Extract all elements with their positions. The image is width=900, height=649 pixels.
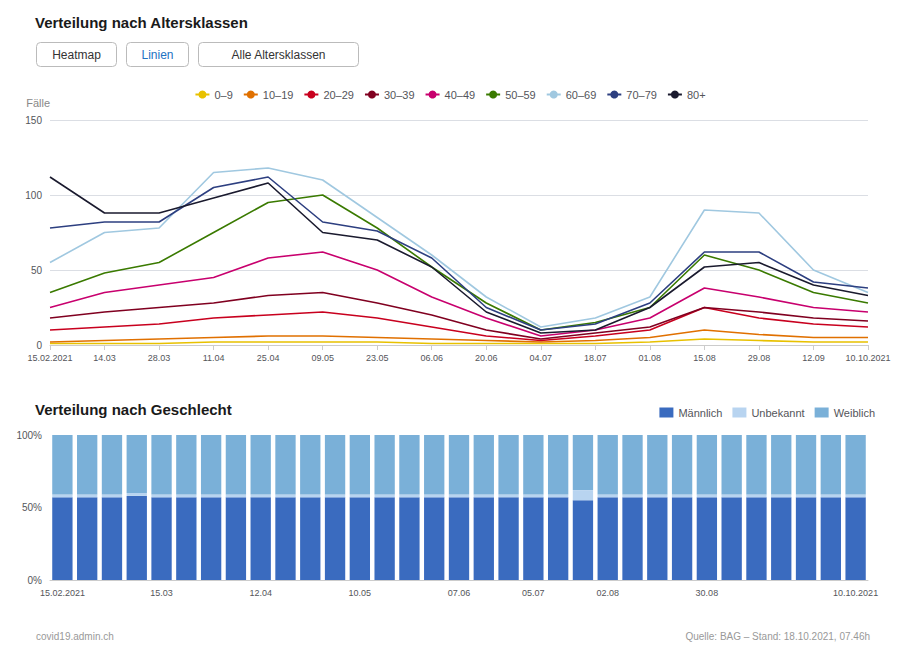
svg-text:04.07: 04.07 bbox=[530, 353, 553, 363]
svg-text:0–9: 0–9 bbox=[214, 89, 232, 101]
svg-text:09.05: 09.05 bbox=[311, 353, 334, 363]
svg-text:07.06: 07.06 bbox=[448, 588, 471, 598]
svg-text:10.10.2021: 10.10.2021 bbox=[833, 588, 878, 598]
svg-text:06.06: 06.06 bbox=[420, 353, 443, 363]
svg-text:Verteilung nach Altersklassen: Verteilung nach Altersklassen bbox=[35, 14, 248, 31]
svg-text:150: 150 bbox=[25, 115, 42, 126]
svg-text:Alle Altersklassen: Alle Altersklassen bbox=[231, 48, 325, 62]
svg-text:0%: 0% bbox=[28, 575, 43, 586]
svg-text:20.06: 20.06 bbox=[475, 353, 498, 363]
svg-text:Weiblich: Weiblich bbox=[834, 407, 875, 419]
svg-text:15.03: 15.03 bbox=[150, 588, 173, 598]
svg-text:Quelle: BAG – Stand: 18.10.202: Quelle: BAG – Stand: 18.10.2021, 07.46h bbox=[685, 631, 870, 642]
svg-text:40–49: 40–49 bbox=[445, 89, 476, 101]
svg-text:Männlich: Männlich bbox=[678, 407, 722, 419]
svg-text:60–69: 60–69 bbox=[566, 89, 597, 101]
svg-text:covid19.admin.ch: covid19.admin.ch bbox=[36, 631, 114, 642]
svg-text:01.08: 01.08 bbox=[639, 353, 662, 363]
svg-text:15.02.2021: 15.02.2021 bbox=[27, 353, 72, 363]
svg-text:100: 100 bbox=[25, 190, 42, 201]
svg-text:18.07: 18.07 bbox=[584, 353, 607, 363]
svg-text:0: 0 bbox=[36, 340, 42, 351]
svg-text:50–59: 50–59 bbox=[505, 89, 536, 101]
svg-text:100%: 100% bbox=[16, 430, 42, 441]
svg-text:05.07: 05.07 bbox=[522, 588, 545, 598]
svg-text:50%: 50% bbox=[22, 502, 42, 513]
svg-text:23.05: 23.05 bbox=[366, 353, 389, 363]
svg-text:10.05: 10.05 bbox=[349, 588, 372, 598]
svg-text:Linien: Linien bbox=[141, 48, 173, 62]
svg-text:10–19: 10–19 bbox=[263, 89, 294, 101]
svg-text:02.08: 02.08 bbox=[596, 588, 619, 598]
svg-text:25.04: 25.04 bbox=[257, 353, 280, 363]
svg-text:30.08: 30.08 bbox=[696, 588, 719, 598]
svg-text:Heatmap: Heatmap bbox=[52, 48, 101, 62]
svg-text:15.02.2021: 15.02.2021 bbox=[40, 588, 85, 598]
svg-text:50: 50 bbox=[31, 265, 43, 276]
svg-text:70–79: 70–79 bbox=[626, 89, 657, 101]
svg-text:12.09: 12.09 bbox=[802, 353, 825, 363]
svg-text:12.04: 12.04 bbox=[249, 588, 272, 598]
svg-text:Fälle: Fälle bbox=[26, 97, 50, 109]
svg-text:10.10.2021: 10.10.2021 bbox=[845, 353, 890, 363]
svg-text:29.08: 29.08 bbox=[748, 353, 771, 363]
svg-text:20–29: 20–29 bbox=[323, 89, 354, 101]
svg-text:11.04: 11.04 bbox=[203, 353, 225, 363]
svg-text:15.08: 15.08 bbox=[693, 353, 716, 363]
svg-text:Verteilung nach Geschlecht: Verteilung nach Geschlecht bbox=[35, 401, 232, 418]
svg-text:30–39: 30–39 bbox=[384, 89, 415, 101]
svg-text:80+: 80+ bbox=[687, 89, 706, 101]
svg-text:14.03: 14.03 bbox=[93, 353, 116, 363]
svg-text:28.03: 28.03 bbox=[148, 353, 171, 363]
svg-text:Unbekannt: Unbekannt bbox=[751, 407, 804, 419]
